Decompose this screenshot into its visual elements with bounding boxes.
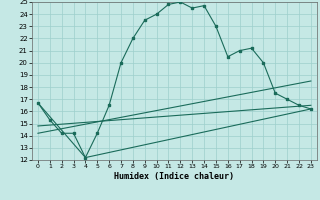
X-axis label: Humidex (Indice chaleur): Humidex (Indice chaleur) [115,172,234,181]
